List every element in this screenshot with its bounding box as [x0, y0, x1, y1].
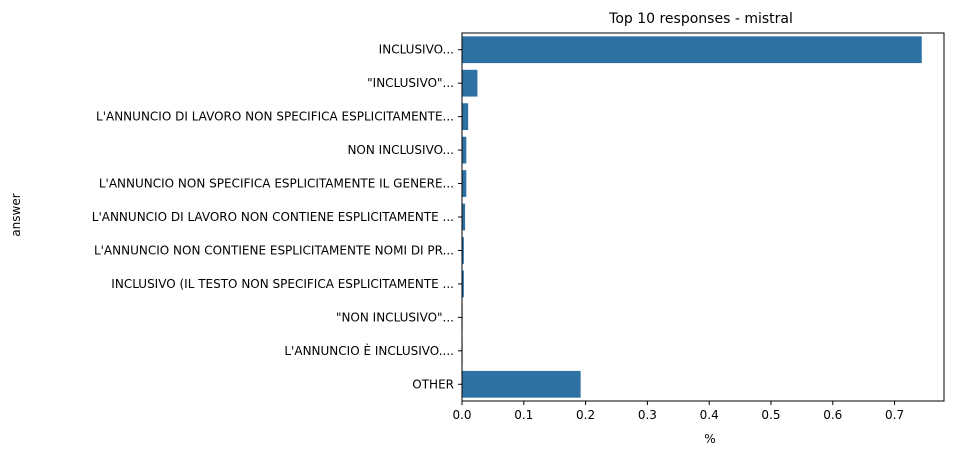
x-tick-label: 0.1 [514, 408, 533, 422]
y-tick-label: "INCLUSIVO"... [367, 76, 454, 90]
y-axis-ticks: INCLUSIVO... "INCLUSIVO"... L'ANNUNCIO DI… [92, 43, 462, 391]
x-tick-label: 0.6 [823, 408, 842, 422]
bar [462, 136, 467, 164]
bar [462, 270, 464, 298]
y-tick-label: NON INCLUSIVO... [347, 143, 454, 157]
y-tick-label: L'ANNUNCIO NON SPECIFICA ESPLICITAMENTE … [99, 177, 454, 191]
x-tick-label: 0.3 [638, 408, 657, 422]
x-axis-title: % [704, 432, 715, 446]
bar [462, 203, 466, 231]
y-tick-label: L'ANNUNCIO DI LAVORO NON SPECIFICA ESPLI… [96, 110, 454, 124]
bar [462, 36, 922, 64]
bar [462, 370, 581, 398]
x-tick-label: 0.0 [452, 408, 471, 422]
y-tick-label: OTHER [412, 377, 454, 391]
bars [462, 36, 922, 398]
y-tick-label: INCLUSIVO... [379, 43, 454, 57]
x-axis-ticks: 0.0 0.1 0.2 0.3 0.4 0.5 0.6 0.7 [452, 401, 904, 422]
bar [462, 170, 467, 197]
x-tick-label: 0.7 [885, 408, 904, 422]
x-tick-label: 0.5 [761, 408, 780, 422]
bar [462, 103, 469, 131]
y-tick-label: "NON INCLUSIVO"... [336, 310, 454, 324]
bar [462, 237, 464, 264]
x-tick-label: 0.4 [700, 408, 719, 422]
bar [462, 69, 478, 97]
plot-frame [461, 32, 945, 402]
y-tick-label: INCLUSIVO (IL TESTO NON SPECIFICA ESPLIC… [111, 277, 454, 291]
chart-title: Top 10 responses - mistral [608, 11, 793, 27]
x-tick-label: 0.2 [576, 408, 595, 422]
y-axis-title: answer [9, 193, 23, 236]
y-tick-label: L'ANNUNCIO DI LAVORO NON CONTIENE ESPLIC… [92, 210, 454, 224]
y-tick-label: L'ANNUNCIO NON CONTIENE ESPLICITAMENTE N… [94, 243, 454, 257]
y-tick-label: L'ANNUNCIO È INCLUSIVO.... [284, 343, 454, 358]
